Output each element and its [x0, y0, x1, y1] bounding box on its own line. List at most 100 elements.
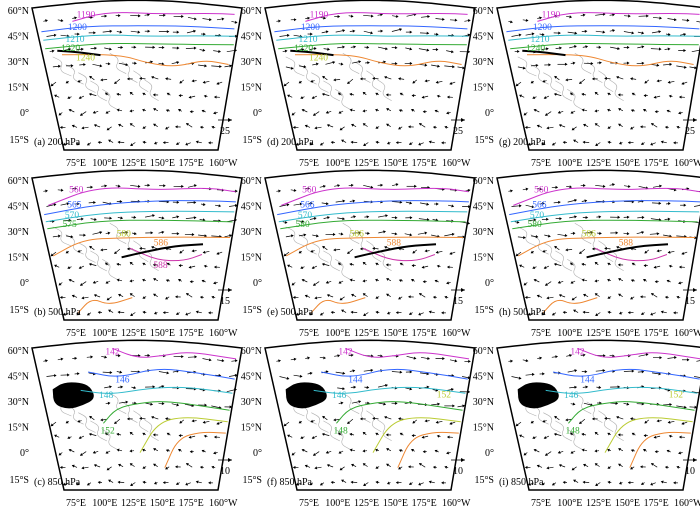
- contour-label: 142: [105, 347, 120, 357]
- coast-line: [121, 61, 138, 83]
- wind-vector-head: [654, 450, 658, 454]
- wind-vector-head: [435, 388, 439, 392]
- contour-line: [278, 42, 467, 50]
- wind-vector-head: [546, 126, 550, 130]
- wind-vector-head: [175, 295, 178, 299]
- wind-vector-head: [139, 77, 143, 81]
- wind-vector-head: [105, 110, 109, 114]
- contour-line: [537, 12, 700, 22]
- wind-vector-head: [191, 249, 195, 253]
- map-frame: [496, 169, 700, 321]
- wind-vector-head: [604, 247, 608, 251]
- wind-vector-head: [166, 371, 170, 375]
- wind-vector-head: [653, 265, 657, 269]
- longitude-label: 125°E: [586, 328, 611, 339]
- wind-vector-head: [569, 432, 573, 436]
- wind-vector-head: [213, 265, 217, 269]
- latitude-label: 15°S: [242, 475, 262, 486]
- latitude-label: 30°N: [8, 57, 29, 68]
- coast-line: [298, 64, 317, 85]
- wind-vector-head: [607, 126, 611, 129]
- wind-vector-head: [166, 432, 170, 436]
- wind-vector-head: [337, 92, 341, 96]
- wind-vector-head: [68, 218, 72, 222]
- wind-vector-head: [142, 310, 146, 314]
- wind-vector-head: [558, 31, 561, 35]
- wind-vector-head: [142, 108, 145, 112]
- wind-vector-head: [617, 93, 621, 97]
- wind-vector-head: [163, 13, 166, 17]
- wind-vector-head: [337, 432, 341, 436]
- wind-vector-head: [106, 467, 110, 471]
- wind-vector-head: [408, 482, 412, 485]
- coast-line: [377, 419, 392, 441]
- wind-vector-head: [686, 358, 690, 362]
- panel-label: (g) 200 hPa: [499, 137, 546, 148]
- wind-vector-head: [193, 201, 197, 205]
- longitude-label: 160°W: [442, 158, 471, 169]
- wind-vector-head: [337, 14, 341, 19]
- wind-vector-head: [76, 482, 80, 486]
- wind-vector-head: [203, 32, 206, 36]
- wind-vector-head: [656, 249, 660, 253]
- wind-vector-head: [325, 202, 329, 206]
- wind-vector-head: [59, 465, 63, 470]
- wind-vector-head: [436, 94, 440, 98]
- coast-line: [144, 79, 159, 101]
- wind-vector-head: [109, 47, 112, 51]
- wind-vector-head: [199, 125, 203, 129]
- contour-label: 146: [115, 375, 130, 385]
- wind-vector-head: [650, 312, 654, 316]
- contour-label: 570: [530, 211, 545, 221]
- reference-vector-value: 15: [220, 296, 230, 307]
- latitude-label: 60°N: [8, 346, 29, 357]
- wind-vector-head: [533, 278, 537, 282]
- contour-line: [285, 236, 464, 257]
- wind-vector-head: [295, 312, 299, 316]
- wind-vector-head: [62, 482, 66, 486]
- latitude-label: 15°S: [9, 135, 29, 146]
- contour-label: 570: [298, 211, 313, 221]
- longitude-label: 125°E: [354, 498, 379, 508]
- wind-vector-head: [93, 201, 96, 205]
- wind-vector-head: [394, 232, 398, 236]
- wind-vector-head: [142, 262, 146, 266]
- contour-line: [510, 42, 699, 50]
- wind-vector-head: [350, 183, 354, 187]
- contour-line: [48, 187, 236, 206]
- wind-vector-head: [398, 466, 402, 470]
- longitude-label: 100°E: [92, 328, 117, 339]
- wind-vector-head: [380, 29, 384, 33]
- wind-vector-head: [54, 94, 58, 98]
- wind-vector-head: [607, 92, 611, 96]
- coast-line: [133, 70, 149, 92]
- wind-vector-head: [607, 432, 611, 436]
- wind-vector-head: [399, 200, 403, 204]
- wind-vector-head: [60, 188, 64, 192]
- wind-vector-head: [386, 463, 390, 467]
- wind-vector-head: [90, 15, 94, 19]
- wind-vector-head: [204, 403, 208, 407]
- wind-vector-head: [77, 419, 81, 423]
- wind-vector-head: [323, 356, 326, 360]
- wind-vector-head: [546, 217, 549, 221]
- wind-vector-head: [358, 60, 362, 64]
- wind-vector-head: [58, 64, 61, 68]
- longitude-label: 75°E: [66, 158, 86, 169]
- wind-vector-head: [126, 417, 130, 421]
- wind-vector-head: [176, 200, 180, 204]
- wind-vector-head: [59, 125, 63, 130]
- wind-vector-head: [658, 372, 662, 376]
- wind-vector-head: [541, 482, 545, 486]
- wind-vector-head: [617, 215, 621, 219]
- wind-vector-head: [312, 452, 316, 456]
- latitude-label: 0°: [485, 278, 494, 289]
- latitude-label: 60°N: [241, 6, 262, 17]
- wind-vector-head: [667, 217, 671, 221]
- coast-line: [366, 70, 382, 92]
- wind-vector-head: [683, 405, 687, 409]
- wind-vector-head: [584, 370, 588, 374]
- wind-vector-head: [86, 142, 90, 146]
- wind-vector-head: [386, 141, 390, 145]
- latitude-label: 15°N: [8, 83, 29, 94]
